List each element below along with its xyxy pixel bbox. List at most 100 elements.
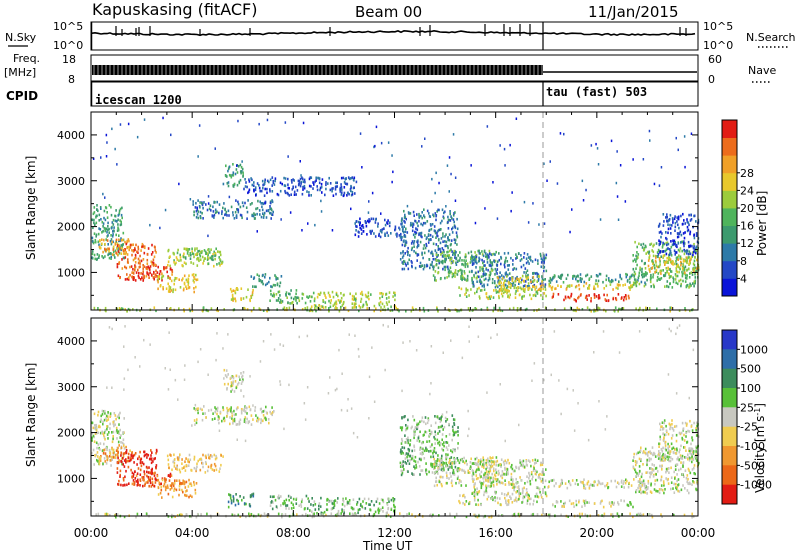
scatter-region xyxy=(269,289,310,305)
y-tick-label: 2000 xyxy=(57,221,85,234)
scatter-region xyxy=(269,494,310,511)
scatter-region xyxy=(131,472,173,488)
colorbar-segment xyxy=(722,368,737,389)
colorbar-segment xyxy=(722,120,737,138)
colorbar-tick-label: 4 xyxy=(740,272,747,285)
scatter-region xyxy=(157,272,199,294)
scatter-region xyxy=(458,286,547,301)
velocity-colorbar: 1000 500 100 25 -25 -100 -500 -1000 xyxy=(721,329,772,505)
freq-tick-top: 18 xyxy=(62,53,76,66)
x-tick-label: 00:00 xyxy=(74,526,109,540)
scatter-region xyxy=(91,204,126,261)
scatter-region xyxy=(657,419,700,463)
noise-right-tick-top: 10^5 xyxy=(703,20,733,33)
noise-sky-line xyxy=(91,29,696,37)
scatter-region xyxy=(309,496,396,516)
scatter-region xyxy=(399,208,459,271)
x-tick-label: 08:00 xyxy=(276,526,311,540)
scatter-region xyxy=(193,405,275,426)
nave-tick-bottom: 0 xyxy=(708,73,715,86)
colorbar-tick-label: 500 xyxy=(740,363,761,376)
x-tick-label: 20:00 xyxy=(580,526,615,540)
colorbar-tick-label: 28 xyxy=(740,167,754,180)
colorbar-segment xyxy=(722,190,737,209)
noise-left-label: N.Sky xyxy=(5,31,37,44)
nave-label: Nave xyxy=(748,64,776,77)
nave-tick-top: 60 xyxy=(708,53,722,66)
colorbar-segment xyxy=(722,243,737,262)
x-tick-label: 12:00 xyxy=(377,526,412,540)
colorbar-segment xyxy=(722,349,737,369)
scatter-region xyxy=(657,212,700,257)
x-tick-label: 00:00 xyxy=(681,526,716,540)
velocity-panel: 1000 2000 3000 4000 Slant Range [km] 1000 50… xyxy=(24,317,772,519)
noise-panel: N.Sky 10^5 10^0 10^5 10^0 N.Search xyxy=(5,20,796,52)
x-tick-label: 04:00 xyxy=(175,526,210,540)
station-title: Kapuskasing (fitACF) xyxy=(92,0,257,19)
velocity-colorbar-label: Velocity [m s-1] xyxy=(753,403,767,493)
power-marks xyxy=(91,116,700,313)
scatter-region xyxy=(495,274,547,294)
power-y-axis-label: Slant Range [km] xyxy=(24,156,38,260)
velocity-y-ticks: 1000 2000 3000 4000 xyxy=(57,317,699,516)
noise-right-label: N.Search xyxy=(746,31,796,44)
noise-left-tick-bottom: 10^0 xyxy=(53,39,83,52)
colorbar-segment xyxy=(722,137,737,156)
colorbar-tick-label: 24 xyxy=(740,184,754,197)
y-tick-label: 3000 xyxy=(57,381,85,394)
colorbar-segment xyxy=(722,155,737,174)
colorbar-tick-label: -25 xyxy=(740,421,758,434)
y-tick-label: 1000 xyxy=(57,266,85,279)
scatter-region xyxy=(229,287,254,303)
freq-band-hatch xyxy=(93,65,543,75)
scatter-region xyxy=(182,247,219,262)
scatter-region xyxy=(243,176,358,198)
colorbar-segment xyxy=(722,484,737,505)
cpid-label: CPID xyxy=(6,89,38,103)
y-tick-label: 4000 xyxy=(57,335,85,348)
colorbar-segment xyxy=(722,407,737,427)
scatter-region xyxy=(308,290,396,310)
colorbar-segment xyxy=(722,278,737,297)
x-axis-label: Time UT xyxy=(362,539,413,553)
noise-right-tick-bottom: 10^0 xyxy=(703,39,733,52)
colorbar-tick-label: -1000 xyxy=(740,479,772,492)
colorbar-tick-label: 16 xyxy=(740,220,754,233)
y-tick-label: 2000 xyxy=(57,427,85,440)
colorbar-tick-label: -100 xyxy=(740,440,765,453)
scatter-region xyxy=(548,281,637,291)
scatter-region xyxy=(166,453,224,474)
scatter-region xyxy=(548,272,648,285)
freq-tick-bottom: 8 xyxy=(68,73,75,86)
time-axis: 00:00 04:00 08:00 12:00 16:00 20:00 00:00 xyxy=(74,526,716,540)
scatter-region xyxy=(552,499,634,509)
scatter-region xyxy=(250,273,283,289)
colorbar-segment xyxy=(722,172,737,191)
scatter-region xyxy=(471,251,548,289)
power-colorbar-label: Power [dB] xyxy=(755,191,769,256)
scatter-region xyxy=(399,414,459,477)
colorbar-segment xyxy=(722,446,737,466)
colorbar-tick-label: -500 xyxy=(740,459,765,472)
colorbar-tick-label: 12 xyxy=(740,237,754,250)
colorbar-segment xyxy=(722,260,737,279)
y-tick-label: 4000 xyxy=(57,129,85,142)
scatter-region xyxy=(116,448,158,487)
colorbar-tick-label: 20 xyxy=(740,202,754,215)
power-y-ticks: 1000 2000 3000 4000 xyxy=(57,111,699,310)
x-tick-label: 16:00 xyxy=(478,526,513,540)
scatter-region xyxy=(227,492,255,509)
scatter-region xyxy=(91,409,126,467)
noise-left-tick-top: 10^5 xyxy=(53,20,83,33)
colorbar-tick-label: 8 xyxy=(740,255,747,268)
colorbar-segment xyxy=(722,426,737,447)
colorbar-segment xyxy=(722,465,737,485)
cpid-segment-2: tau (fast) 503 xyxy=(546,85,647,99)
freq-label: Freq. xyxy=(13,52,40,65)
scatter-region xyxy=(471,458,547,495)
velocity-y-axis-label: Slant Range [km] xyxy=(24,363,38,467)
scatter-region xyxy=(458,492,548,507)
colorbar-segment xyxy=(722,388,737,408)
sparse-echoes xyxy=(92,116,693,238)
y-tick-label: 3000 xyxy=(57,175,85,188)
